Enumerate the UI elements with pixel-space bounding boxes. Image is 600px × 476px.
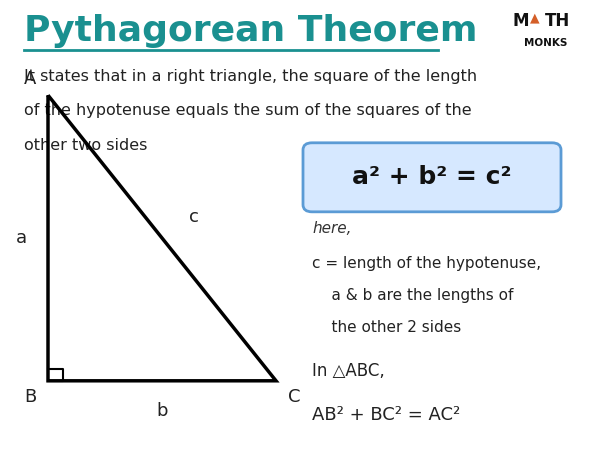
Text: b: b	[156, 402, 168, 420]
Text: here,: here,	[312, 221, 352, 237]
Text: In △ABC,: In △ABC,	[312, 362, 385, 380]
Text: ▲: ▲	[530, 12, 539, 25]
Text: MONKS: MONKS	[524, 38, 567, 48]
Text: the other 2 sides: the other 2 sides	[312, 320, 461, 336]
Text: c = length of the hypotenuse,: c = length of the hypotenuse,	[312, 256, 541, 271]
FancyBboxPatch shape	[303, 143, 561, 212]
Text: It states that in a right triangle, the square of the length: It states that in a right triangle, the …	[24, 69, 477, 84]
Text: c: c	[189, 208, 199, 226]
Text: other two sides: other two sides	[24, 138, 148, 153]
Text: M: M	[513, 12, 530, 30]
Text: of the hypotenuse equals the sum of the squares of the: of the hypotenuse equals the sum of the …	[24, 103, 472, 119]
Text: A: A	[23, 70, 36, 88]
Text: C: C	[288, 388, 301, 406]
Text: a & b are the lengths of: a & b are the lengths of	[312, 288, 514, 303]
Text: AB² + BC² = AC²: AB² + BC² = AC²	[312, 406, 460, 424]
Text: TH: TH	[545, 12, 570, 30]
Text: a: a	[16, 229, 27, 247]
Text: B: B	[24, 388, 36, 406]
Text: Pythagorean Theorem: Pythagorean Theorem	[24, 14, 478, 48]
Text: a² + b² = c²: a² + b² = c²	[352, 165, 512, 189]
